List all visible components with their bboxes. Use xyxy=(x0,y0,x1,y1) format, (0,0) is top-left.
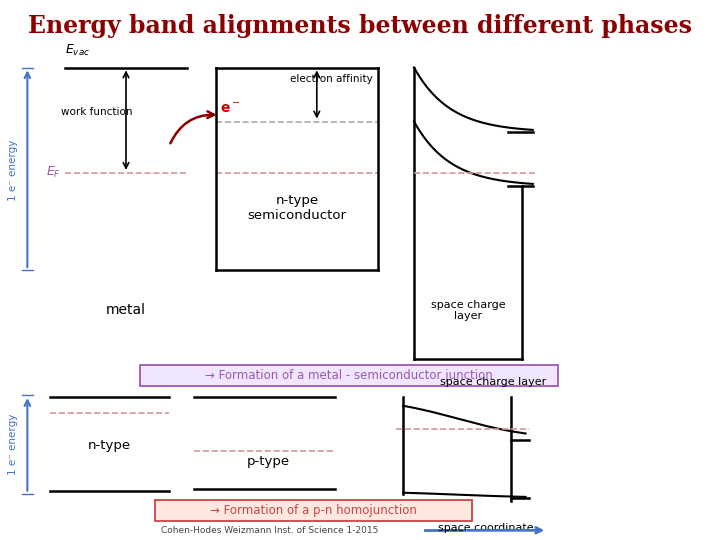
Text: e$^-$: e$^-$ xyxy=(220,102,240,116)
Text: space charge
layer: space charge layer xyxy=(431,300,505,321)
Text: 1 e⁻ energy: 1 e⁻ energy xyxy=(8,413,18,475)
Text: n-type
semiconductor: n-type semiconductor xyxy=(248,194,346,222)
Text: Energy band alignments between different phases: Energy band alignments between different… xyxy=(28,14,692,37)
Text: space charge layer: space charge layer xyxy=(440,376,546,387)
FancyArrowPatch shape xyxy=(171,111,214,143)
Bar xyxy=(140,364,558,386)
Text: p-type: p-type xyxy=(247,455,289,468)
Text: n-type: n-type xyxy=(89,439,131,452)
Bar xyxy=(155,500,472,521)
Text: work function: work function xyxy=(61,107,133,117)
Text: → Formation of a p-n homojunction: → Formation of a p-n homojunction xyxy=(210,504,417,517)
Text: electron affinity: electron affinity xyxy=(290,73,372,84)
Text: $E_F$: $E_F$ xyxy=(46,165,61,180)
Text: metal: metal xyxy=(106,303,146,318)
Text: space coordinate: space coordinate xyxy=(438,523,534,533)
Text: 1 e⁻ energy: 1 e⁻ energy xyxy=(8,139,18,201)
Text: $E_{vac}$: $E_{vac}$ xyxy=(65,43,90,58)
Text: Cohen-Hodes Weizmann Inst. of Science 1-2015: Cohen-Hodes Weizmann Inst. of Science 1-… xyxy=(161,526,379,535)
Text: → Formation of a metal - semiconductor junction: → Formation of a metal - semiconductor j… xyxy=(205,369,493,382)
